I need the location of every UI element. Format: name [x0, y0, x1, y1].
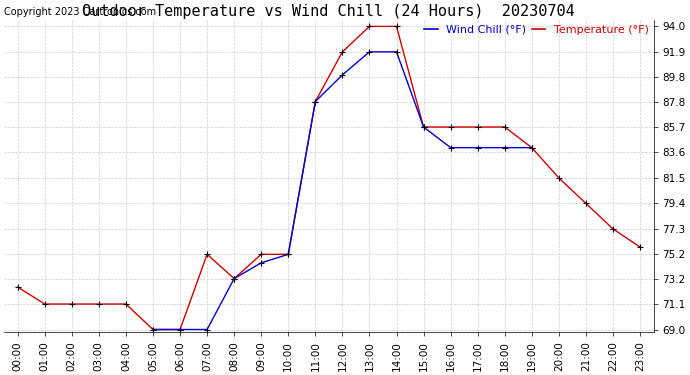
Title: Outdoor Temperature vs Wind Chill (24 Hours)  20230704: Outdoor Temperature vs Wind Chill (24 Ho… [83, 4, 575, 19]
Text: Copyright 2023 Cartronics.com: Copyright 2023 Cartronics.com [4, 7, 157, 17]
Legend: Wind Chill (°F), Temperature (°F): Wind Chill (°F), Temperature (°F) [420, 20, 653, 39]
